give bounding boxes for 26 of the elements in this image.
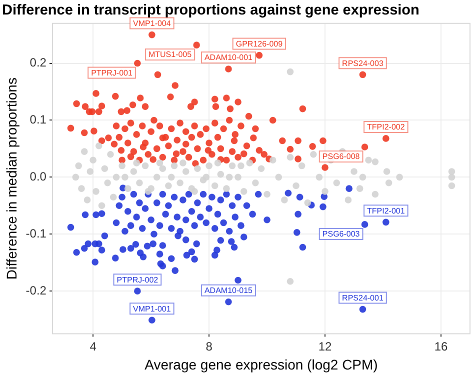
annotation: GPR126-009	[236, 39, 284, 48]
y-tick-label: -0.2	[26, 283, 47, 298]
y-tick-label: 0.0	[30, 169, 47, 184]
annotation: VMP1-001	[133, 304, 172, 314]
annotation: PTPRJ-001	[91, 68, 133, 78]
chart-title: Difference in transcript proportions against gene expression	[2, 2, 420, 19]
annotation: ADAM10-015	[204, 286, 254, 296]
annotation: PSG6-008	[322, 152, 360, 162]
annotation: PTPRJ-002	[116, 275, 159, 284]
x-tick-label: 4	[90, 339, 97, 354]
annotation: ADAM10-001	[204, 53, 254, 62]
y-axis-title: Difference in median proportions	[3, 78, 20, 280]
annotation: RPS24-001	[342, 294, 384, 303]
annotation: PSG6-003	[322, 230, 360, 239]
annotation: TFPI2-001	[367, 206, 406, 216]
annotation: MTUS1-005	[148, 50, 192, 60]
y-tick-label: 0.1	[30, 112, 47, 127]
x-tick-label: 8	[206, 339, 213, 354]
y-tick-label: 0.2	[30, 56, 47, 70]
annotation: VMP1-004	[133, 18, 172, 28]
annotation: TFPI2-002	[367, 122, 406, 132]
x-tick-label: 16	[434, 339, 448, 354]
x-axis-title: Average gene expression (log2 CPM)	[144, 356, 378, 372]
annotation: RPS24-003	[342, 58, 384, 68]
x-tick-label: 12	[318, 339, 332, 354]
y-tick-label: -0.1	[26, 226, 47, 240]
